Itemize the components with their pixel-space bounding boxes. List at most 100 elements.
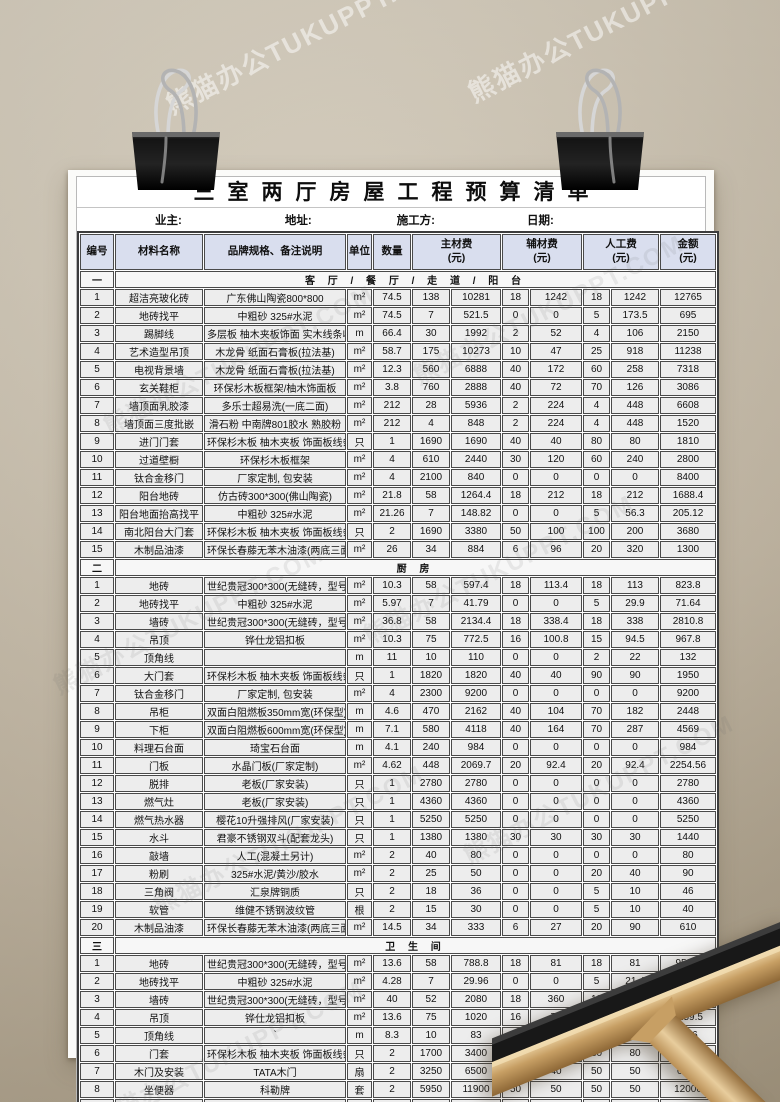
cell: 18 <box>583 289 610 306</box>
cell: 29.96 <box>451 973 501 990</box>
cell: 5 <box>583 901 610 918</box>
cell: 11238 <box>660 343 716 360</box>
cell: 16 <box>502 1009 529 1026</box>
cell: 50 <box>583 1063 610 1080</box>
table-header-row: 编号 材料名称 品牌规格、备注说明 单位 数量 主材费 (元) 辅材费 (元) 人工费 (元) 金额(… <box>80 234 716 270</box>
table-row: 17 粉刷 325#水泥/黄沙/胶水 m² 2 25 50 0 0 20 40 90 <box>80 865 716 882</box>
cell: 4.28 <box>373 973 411 990</box>
cell: 20 <box>583 541 610 558</box>
cell: 58 <box>412 577 450 594</box>
cell: 双面白阻燃板350mm宽(环保型) <box>204 703 346 720</box>
cell: 80 <box>660 847 716 864</box>
cell: 套 <box>347 1081 372 1098</box>
cell: 0 <box>611 793 659 810</box>
cell: 21.26 <box>373 505 411 522</box>
cell: 164 <box>530 721 582 738</box>
cell: 多层板 柚木夹板饰面 实木线条收口 <box>204 325 346 342</box>
table-row: 11 门板 水晶门板(厂家定制) m² 4.62 448 2069.7 20 92.4 20 92.… <box>80 757 716 774</box>
cell: 6 <box>80 667 114 684</box>
cell: 50 <box>611 1063 659 1080</box>
cell: 5250 <box>660 811 716 828</box>
cell: 0 <box>502 811 529 828</box>
cell: 0 <box>583 811 610 828</box>
cell: 料理石台面 <box>115 739 203 756</box>
cell: 3 <box>80 325 114 342</box>
cell: 0 <box>530 973 582 990</box>
cell: 96 <box>530 541 582 558</box>
cell: 9200 <box>660 685 716 702</box>
cell: 21.8 <box>373 487 411 504</box>
cell: 4 <box>373 469 411 486</box>
table-header-cell: 主材费 (元) <box>412 234 501 270</box>
cell: 0 <box>502 883 529 900</box>
cell: 360 <box>530 991 582 1008</box>
table-header-cell: 编号 <box>80 234 114 270</box>
cell: 30 <box>502 829 529 846</box>
cell: 4 <box>412 415 450 432</box>
cell: 1950 <box>660 667 716 684</box>
cell: 木门及安装 <box>115 1063 203 1080</box>
cell: 173.5 <box>611 307 659 324</box>
cell: 18 <box>502 577 529 594</box>
cell: 16 <box>80 847 114 864</box>
cell: 5 <box>80 649 114 666</box>
table-head: 编号 材料名称 品牌规格、备注说明 单位 数量 主材费 (元) 辅材费 (元) 人工费 (元) 金额(… <box>80 234 716 270</box>
cell: 1690 <box>451 433 501 450</box>
cell: m <box>347 649 372 666</box>
table-row: 5 电视背景墙 木龙骨 纸面石膏板(拉法基) m² 12.3 560 6888 40 172 60… <box>80 361 716 378</box>
cell <box>583 1099 610 1102</box>
cell: 320 <box>611 541 659 558</box>
cell: 212 <box>611 487 659 504</box>
cell: 阳台地砖 <box>115 487 203 504</box>
cell: 0 <box>611 685 659 702</box>
cell: 110 <box>451 649 501 666</box>
cell: 258 <box>611 361 659 378</box>
cell: m² <box>347 613 372 630</box>
cell: 5 <box>583 973 610 990</box>
cell: 7 <box>412 307 450 324</box>
cell: 0 <box>583 847 610 864</box>
cell: 7 <box>80 397 114 414</box>
cell: m² <box>347 541 372 558</box>
cell: m² <box>347 451 372 468</box>
cell: 3400 <box>451 1045 501 1062</box>
table-row: 15 木制品油漆 环保长春藤无苯木油漆(两底三面) m² 26 34 884 6 96 20 320… <box>80 541 716 558</box>
cell: 0 <box>530 649 582 666</box>
cell: 11 <box>373 649 411 666</box>
info-row: 业主: 地址: 施工方: 日期: <box>77 208 705 231</box>
cell: 448 <box>412 757 450 774</box>
table-body: 一客 厅 / 餐 厅 / 走 道 / 阳 台 1 超洁亮玻化砖 广东佛山陶瓷800*8… <box>80 271 716 1102</box>
cell: 80 <box>611 433 659 450</box>
table-row: 20 木制品油漆 环保长春藤无苯木油漆(两底三面) m² 14.5 34 333 6 27 20 9… <box>80 919 716 936</box>
cell: 8 <box>80 1081 114 1098</box>
cell: 0 <box>611 775 659 792</box>
cell: 3380 <box>451 523 501 540</box>
cell: 333 <box>451 919 501 936</box>
cell: 广东佛山陶瓷800*800 <box>204 289 346 306</box>
cell: 50 <box>451 865 501 882</box>
cell: 6608 <box>660 397 716 414</box>
cell: 20 <box>583 919 610 936</box>
cell: m² <box>347 955 372 972</box>
cell: 40 <box>530 433 582 450</box>
cell: 18 <box>502 955 529 972</box>
cell: 脱排 <box>115 775 203 792</box>
cell: 0 <box>611 811 659 828</box>
cell: 13.6 <box>373 1009 411 1026</box>
cell: 墙顶面乳胶漆 <box>115 397 203 414</box>
cell: m² <box>347 361 372 378</box>
cell: 1690 <box>412 523 450 540</box>
cell: 2150 <box>660 325 716 342</box>
cell: 4 <box>583 415 610 432</box>
cell: 26 <box>373 541 411 558</box>
cell: 进门门套 <box>115 433 203 450</box>
cell: 门套 <box>115 1045 203 1062</box>
cell: 4569 <box>660 721 716 738</box>
cell: 2 <box>373 901 411 918</box>
cell: 4360 <box>412 793 450 810</box>
cell: 40 <box>412 847 450 864</box>
cell: m² <box>347 991 372 1008</box>
cell: 铧仕龙铝扣板 <box>204 1009 346 1026</box>
cell: 20 <box>583 865 610 882</box>
